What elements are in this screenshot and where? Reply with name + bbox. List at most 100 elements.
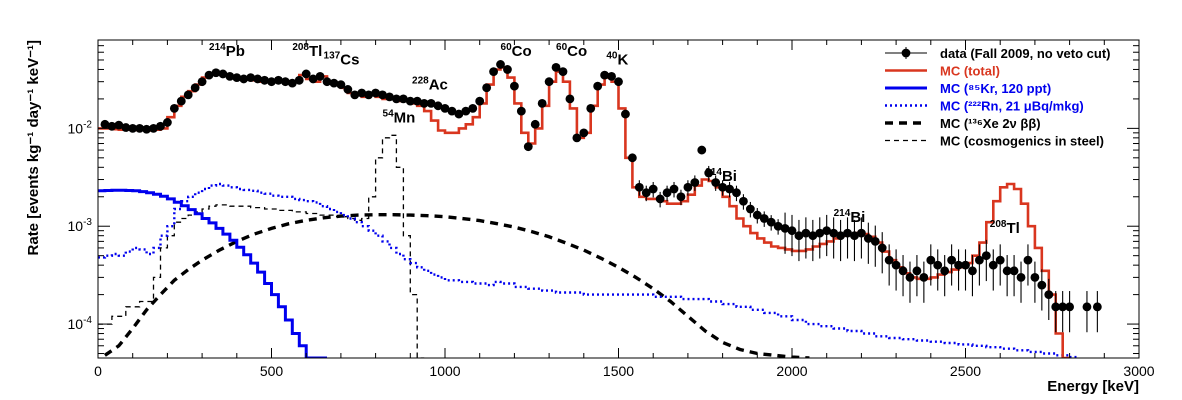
data-point (294, 75, 304, 85)
data-point (274, 75, 283, 85)
peak-label: 208Tl (990, 219, 1020, 237)
legend-label: MC (²²²Rn, 21 μBq/mkg) (940, 99, 1084, 114)
data-point (204, 70, 214, 80)
data-point (121, 123, 131, 132)
legend-label: MC (total) (940, 64, 1000, 79)
data-point (1037, 280, 1047, 290)
data-point (440, 103, 450, 113)
data-point (398, 94, 408, 104)
peak-label: 40K (606, 50, 628, 68)
data-point (225, 71, 235, 81)
series-line-mc-kr-120-ppt- (98, 188, 327, 358)
data-point (1002, 266, 1012, 276)
data-point (135, 123, 145, 133)
data-point (565, 94, 575, 104)
data-point (988, 260, 998, 270)
data-point (641, 188, 651, 198)
data-point (572, 133, 582, 143)
series-line-mc-xe-2- (103, 213, 810, 358)
data-point (662, 188, 672, 198)
data-point (392, 94, 401, 104)
data-point (912, 266, 922, 276)
data-point (933, 260, 943, 270)
data-point (336, 80, 346, 90)
data-point (385, 92, 394, 102)
data-point (149, 123, 158, 133)
data-point (926, 255, 936, 265)
x-tick-label: 500 (260, 363, 284, 379)
data-point (579, 128, 589, 138)
data-point (676, 192, 686, 202)
data-point (725, 184, 734, 194)
data-point (711, 178, 721, 187)
peak-label: 137Cs (324, 50, 360, 68)
data-point (593, 81, 603, 91)
data-point (843, 228, 852, 238)
data-point (857, 228, 866, 238)
data-point (114, 120, 124, 130)
data-point (1092, 302, 1102, 312)
data-point (267, 77, 276, 87)
data-point (169, 103, 179, 113)
data-point (350, 90, 360, 100)
data-point (898, 266, 908, 276)
data-point (732, 188, 741, 198)
data-point (364, 90, 374, 100)
y-tick-label: 10-3 (68, 217, 93, 234)
peak-label: 60Co (501, 42, 532, 60)
data-point (315, 71, 325, 81)
data-point (419, 98, 429, 108)
data-point (232, 73, 242, 83)
data-point (468, 103, 478, 113)
data-point (357, 88, 367, 98)
data-point (981, 251, 991, 261)
x-tick-label: 1500 (603, 363, 634, 379)
data-point (558, 67, 568, 77)
data-point (1009, 266, 1019, 276)
data-point (510, 81, 519, 91)
data-point (1030, 272, 1040, 282)
data-point (759, 214, 769, 223)
x-tick-label: 1000 (429, 363, 460, 379)
peak-label: 214Bi (834, 208, 866, 226)
data-point (218, 69, 228, 79)
data-point (669, 184, 679, 194)
data-point (412, 96, 422, 106)
data-point (1023, 255, 1033, 265)
data-point (891, 260, 901, 270)
data-point (551, 62, 561, 72)
data-point (503, 65, 512, 74)
series-line-mc-cosmogenics-in-steel- (98, 134, 425, 358)
data-point (808, 231, 818, 241)
x-tick-label: 2500 (950, 363, 981, 379)
data-point (475, 96, 485, 106)
series-line-mc-rn-21-bq-mkg- (98, 182, 1077, 358)
data-point (801, 228, 811, 238)
data-point (614, 77, 623, 87)
data-point (253, 74, 263, 84)
data-point (461, 106, 471, 116)
x-tick-label: 2000 (776, 363, 807, 379)
data-point (697, 145, 707, 155)
data-point (163, 118, 172, 127)
peak-label: 214Bi (705, 167, 737, 185)
y-axis-title: Rate [events kg⁻¹ day⁻¹ keV⁻¹] (25, 40, 42, 255)
legend-label: MC (¹³⁶Xe 2ν ββ) (940, 116, 1041, 131)
data-point (850, 231, 859, 241)
data-point (246, 73, 256, 83)
data-point (197, 77, 207, 87)
legend-marker-point (901, 48, 911, 58)
data-point (1082, 302, 1092, 312)
data-point (829, 228, 839, 238)
data-point (128, 123, 138, 133)
legend-label: MC (cosmogenics in steel) (940, 134, 1104, 149)
data-point (190, 83, 200, 93)
peak-label: 214Pb (209, 42, 245, 60)
x-tick-label: 0 (94, 363, 102, 379)
data-point (176, 96, 186, 106)
data-point (683, 182, 693, 192)
data-point (516, 106, 526, 116)
data-point (489, 67, 498, 77)
data-point (739, 196, 748, 206)
data-point (870, 236, 880, 246)
